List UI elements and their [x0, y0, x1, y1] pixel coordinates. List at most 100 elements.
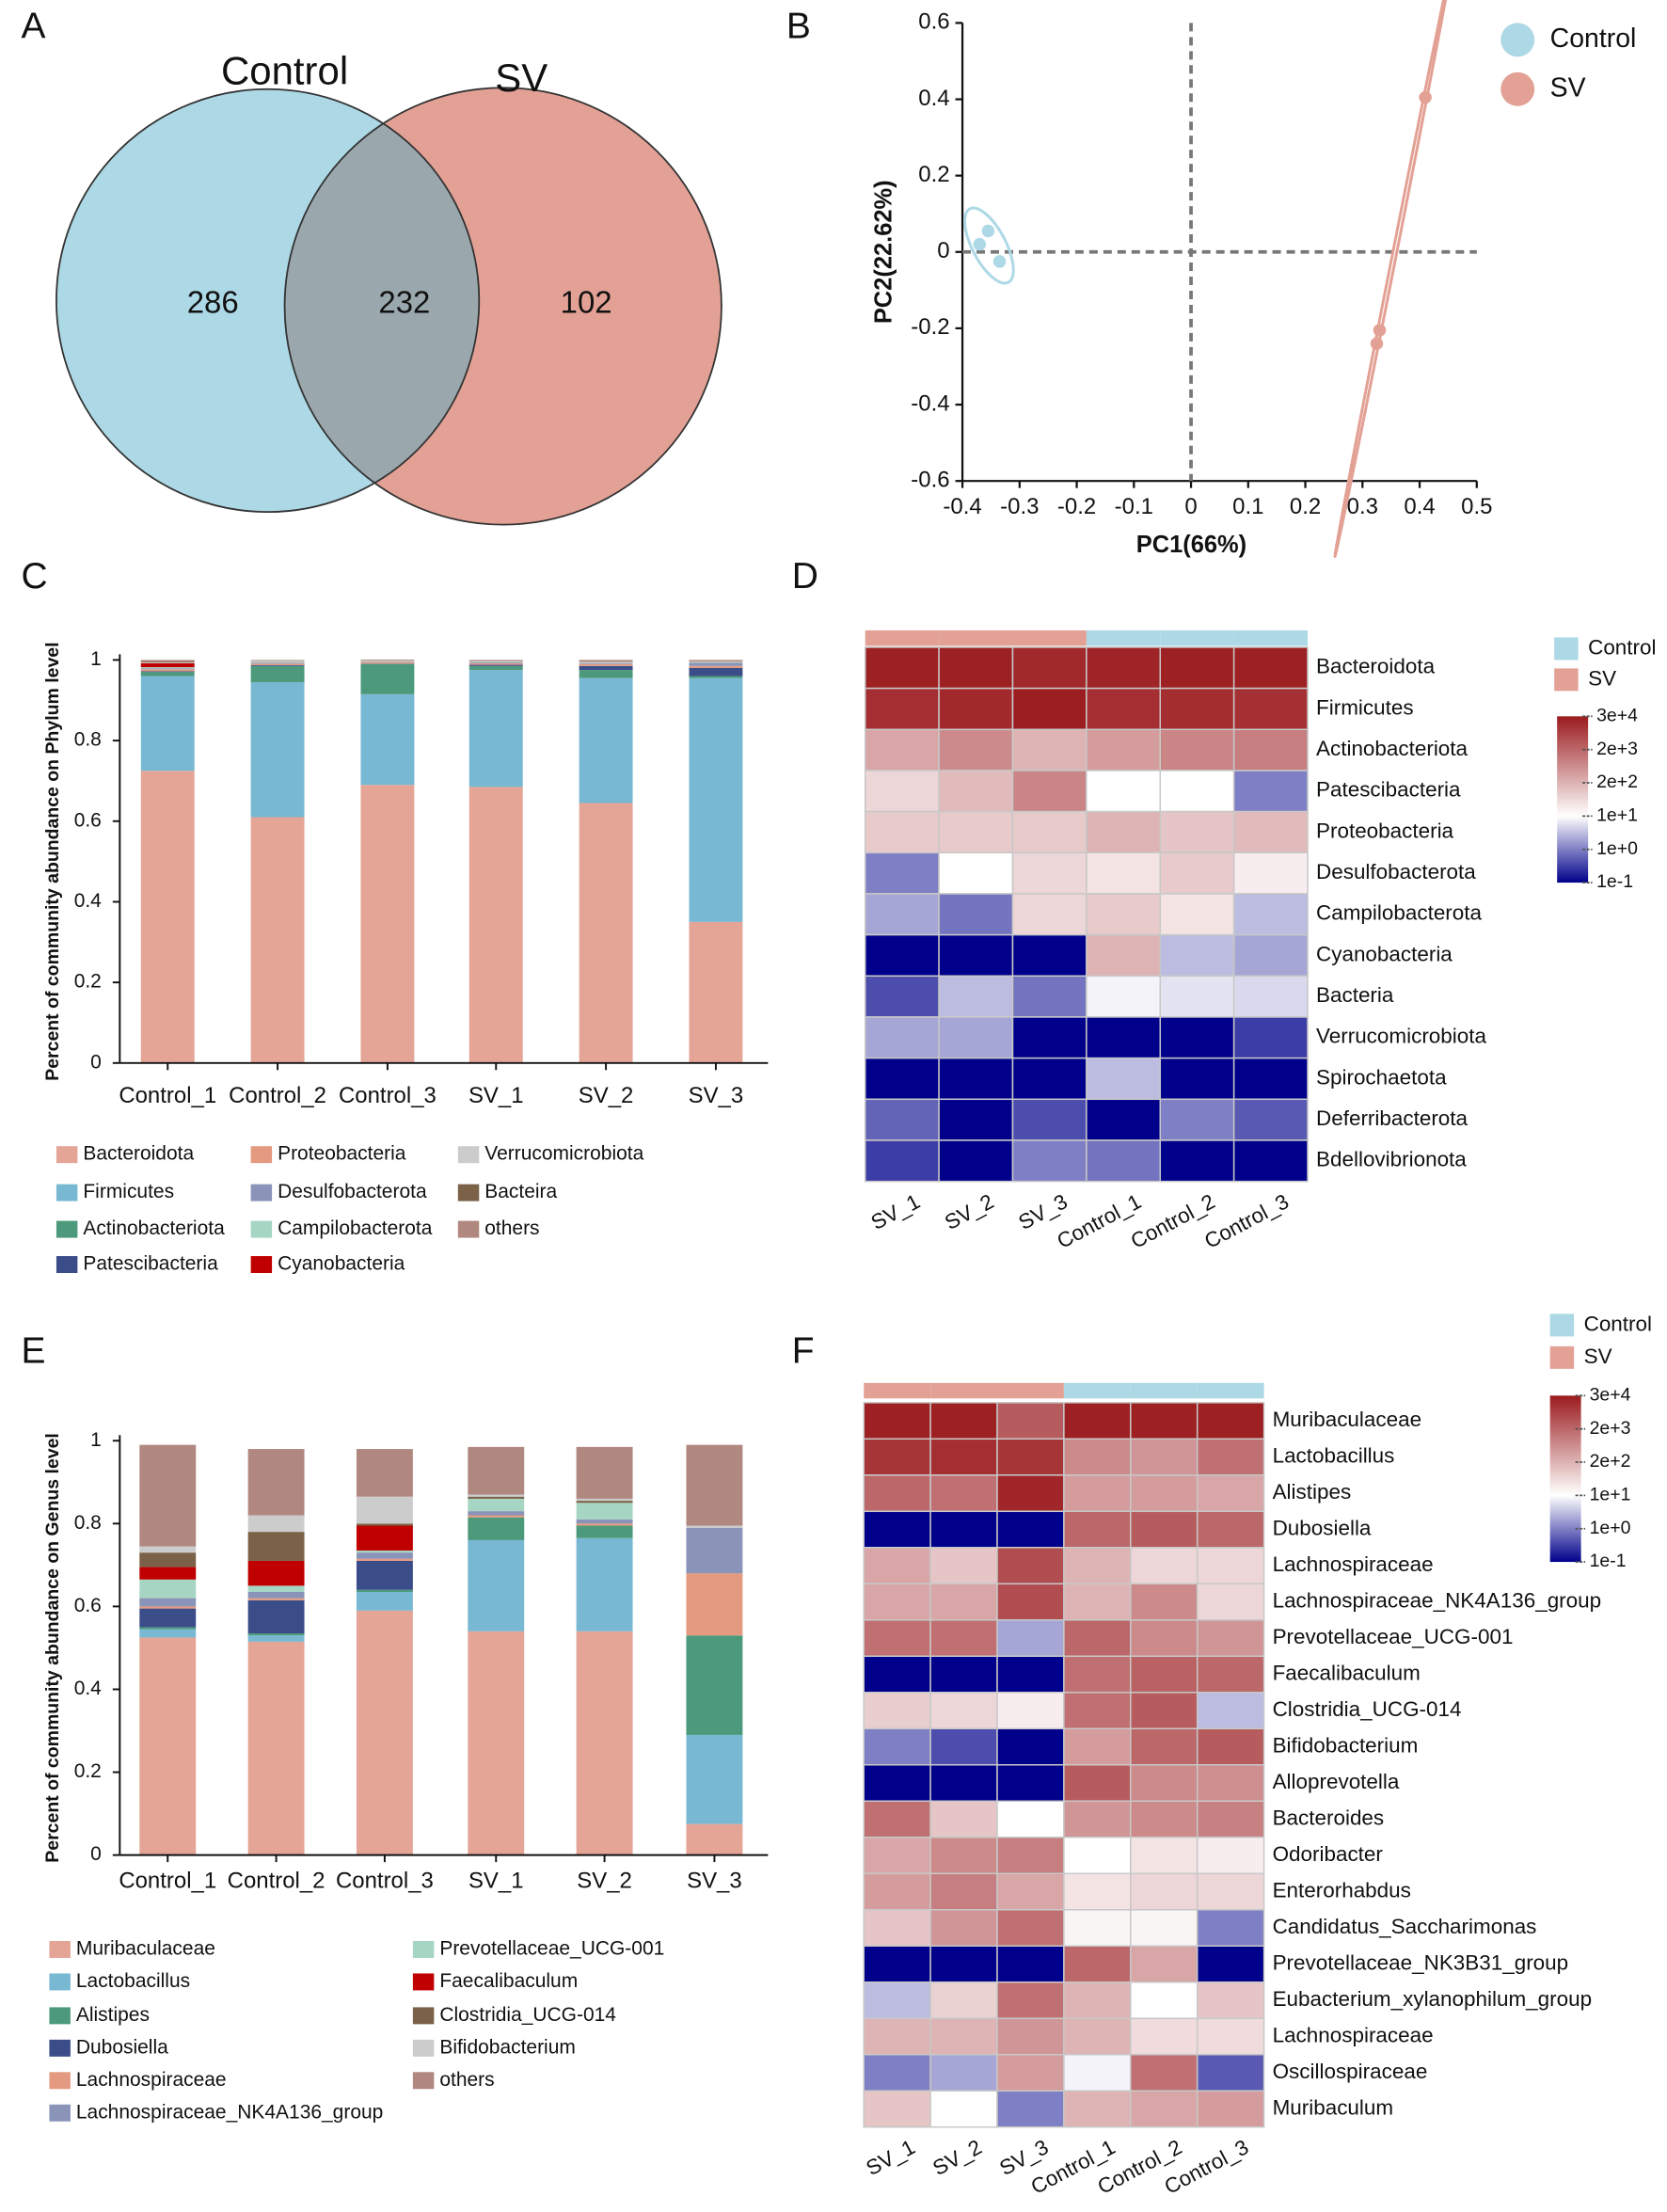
group-annotation [1063, 1382, 1131, 1399]
colorbar-label: 3e+4 [1590, 1384, 1631, 1405]
heatmap-cell [1196, 1692, 1265, 1730]
bar-segment [686, 1527, 743, 1574]
heatmap-cell [938, 1057, 1014, 1101]
heatmap-cell [929, 1547, 998, 1585]
legend-label: Control [1588, 635, 1656, 659]
heatmap-cell [1086, 810, 1162, 854]
x-axis-label: PC1(66%) [1136, 532, 1246, 558]
bar-segment [247, 1633, 305, 1636]
bar-segment [468, 664, 523, 666]
legend-swatch [1500, 23, 1535, 57]
bar-segment [689, 667, 743, 676]
heatmap-cell [1063, 1800, 1132, 1838]
bar-segment [468, 662, 523, 665]
bar-segment [579, 677, 633, 804]
y-tick-label: 0.4 [74, 890, 102, 912]
group-annotation [864, 1382, 931, 1399]
x-tick-label: SV_1 [468, 1868, 524, 1893]
heatmap-cell [863, 1547, 931, 1585]
legend-swatch [457, 1184, 480, 1201]
row-label: Faecalibaculum [1273, 1661, 1421, 1684]
heatmap-cell [938, 1016, 1014, 1059]
heatmap-cell [1086, 646, 1162, 690]
heatmap-cell [996, 1945, 1065, 1983]
bar-segment [247, 1591, 305, 1599]
y-tick-label: 0.6 [918, 9, 949, 35]
column-label: SV_1 [867, 1189, 924, 1234]
x-tick-label: Control_1 [119, 1083, 216, 1108]
x-tick-label: SV_3 [687, 1868, 742, 1893]
x-tick-label: SV_2 [579, 1083, 634, 1108]
legend-swatch [412, 1940, 435, 1958]
colorbar-label: 1e-1 [1590, 1551, 1627, 1571]
heatmap-cell [1086, 1016, 1162, 1059]
bar-segment [139, 1627, 197, 1630]
heatmap-cell [1196, 1619, 1265, 1658]
bar-segment [247, 1585, 305, 1592]
heatmap-cell [1086, 851, 1162, 895]
row-label: Lachnospiraceae [1273, 2023, 1434, 2046]
bar-segment [468, 1515, 525, 1518]
heatmap-cell [863, 1800, 931, 1838]
bar-segment [576, 1523, 633, 1526]
heatmap-cell [864, 893, 940, 936]
legend-label: SV [1584, 1345, 1612, 1368]
legend-swatch [412, 2072, 435, 2090]
bar-segment [686, 1734, 743, 1824]
heatmap-cell [996, 2017, 1065, 2056]
heatmap-cell [1232, 646, 1309, 690]
heatmap-cell [1232, 1057, 1309, 1101]
bar-segment [576, 1446, 633, 1499]
heatmap-cell [1063, 1619, 1132, 1658]
heatmap-cell [938, 893, 1014, 936]
heatmap-cell [929, 2053, 998, 2092]
bar-segment [356, 1558, 413, 1561]
colorbar [1557, 716, 1589, 883]
group-annotation [1197, 1382, 1264, 1399]
legend-swatch [1554, 637, 1579, 660]
point [992, 255, 1007, 268]
heatmap-cell [1130, 1438, 1199, 1476]
heatmap-cell [1196, 2053, 1265, 2092]
heatmap-cell [1232, 810, 1309, 854]
heatmap-cell [863, 1981, 931, 2019]
heatmap-cell [1130, 2017, 1199, 2056]
legend-swatch [250, 1146, 273, 1164]
heatmap-cell [929, 1981, 998, 2019]
heatmap-cell [1196, 1402, 1265, 1440]
bar-segment [576, 1498, 633, 1502]
bar-segment [468, 1446, 525, 1495]
heatmap-cell [929, 2090, 998, 2128]
bar-segment [139, 1444, 197, 1547]
colorbar-label: 2e+3 [1590, 1418, 1631, 1439]
heatmap-cell [863, 1692, 931, 1730]
heatmap-cell [1196, 1800, 1265, 1838]
heatmap-cell [1196, 1981, 1265, 2019]
heatmap-cell [938, 728, 1014, 772]
heatmap-cell [864, 810, 940, 854]
row-label: Bdellovibrionota [1316, 1148, 1467, 1171]
legend-swatch [250, 1220, 273, 1238]
heatmap-cell [996, 1800, 1065, 1838]
colorbar-label: 2e+2 [1596, 772, 1638, 792]
heatmap-cell [929, 1402, 998, 1440]
bar-segment [139, 1567, 197, 1580]
heatmap-cell [1130, 2053, 1199, 2092]
heatmap-cell [1011, 851, 1088, 895]
bar-segment [140, 669, 195, 672]
row-label: Bifidobacterium [1273, 1733, 1419, 1757]
heatmap-cell [864, 851, 940, 895]
bar-segment [140, 667, 195, 669]
bar-segment [360, 661, 415, 664]
row-label: Proteobacteria [1316, 819, 1454, 842]
point [973, 237, 987, 251]
heatmap-cell [1063, 1872, 1132, 1911]
heatmap-cell [929, 1800, 998, 1838]
colorbar-label: 1e+0 [1590, 1518, 1631, 1538]
bar-segment [360, 693, 415, 786]
heatmap-cell [1011, 728, 1088, 772]
row-label: Actinobacteriota [1316, 737, 1469, 760]
y-tick-label: 0 [90, 1051, 102, 1073]
bar-segment [686, 1635, 743, 1735]
heatmap-cell [1196, 1872, 1265, 1911]
